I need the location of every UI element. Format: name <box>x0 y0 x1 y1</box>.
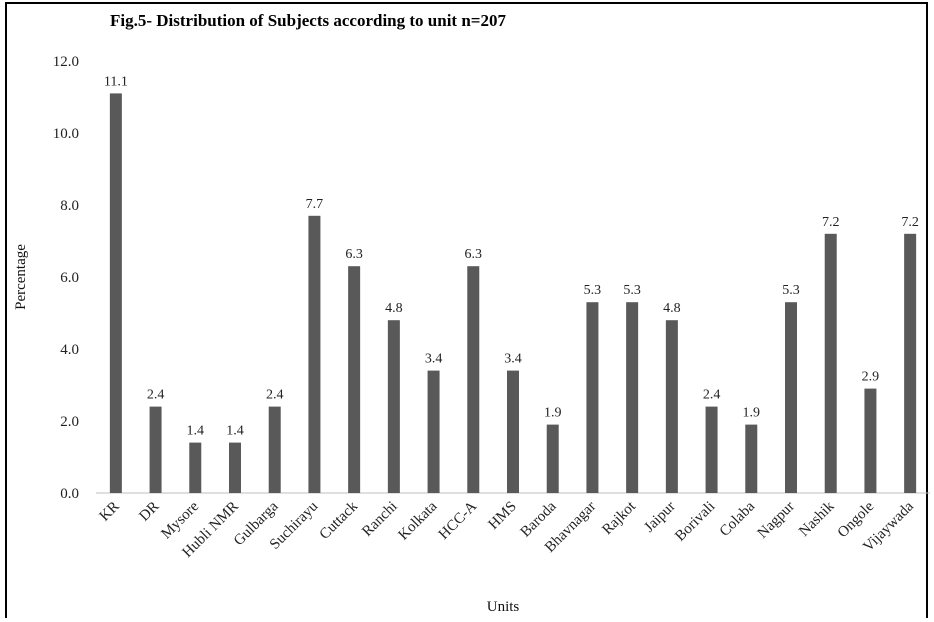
bar <box>546 424 559 493</box>
bar <box>229 442 241 493</box>
data-label: 2.9 <box>862 370 880 385</box>
bar <box>745 424 758 493</box>
bar <box>268 406 281 493</box>
data-label: 7.7 <box>306 197 324 212</box>
data-label: 4.8 <box>385 301 403 316</box>
data-labels-group: 11.1 2.4 1.4 1.4 2.4 7.7 6.3 4.8 3.4 6.3 3.4 1.9 5.3… <box>104 74 919 438</box>
data-label: 7.2 <box>901 215 919 230</box>
data-label: 1.4 <box>187 424 205 439</box>
bar <box>586 302 599 493</box>
category-label: Nagpur <box>755 499 798 542</box>
category-label: Nashik <box>796 498 838 540</box>
category-label: Colaba <box>717 498 759 540</box>
category-label: Jaipur <box>641 499 678 536</box>
chart-title: Fig.5- Distribution of Subjects accordin… <box>110 11 506 30</box>
data-label: 1.9 <box>544 406 562 421</box>
bar <box>904 233 917 494</box>
bar <box>626 302 639 493</box>
data-label: 3.4 <box>504 352 522 367</box>
y-tick-label: 12.0 <box>53 54 79 70</box>
bar <box>665 320 678 493</box>
y-tick-label: 8.0 <box>60 198 79 214</box>
bar <box>705 406 718 493</box>
data-label: 6.3 <box>345 247 363 262</box>
data-label: 1.9 <box>743 406 761 421</box>
data-label: 5.3 <box>782 283 800 298</box>
category-label: Borivali <box>672 499 718 545</box>
category-label: Ranchi <box>359 499 400 540</box>
y-axis-ticks: 0.0 2.0 4.0 6.0 8.0 10.0 12.0 <box>53 54 79 502</box>
bar <box>387 320 400 493</box>
data-label: 5.3 <box>623 283 641 298</box>
data-label: 2.4 <box>147 388 165 403</box>
bar <box>189 442 202 493</box>
category-label: Cuttack <box>317 498 362 543</box>
x-axis-title: Units <box>487 599 520 615</box>
bar <box>149 406 162 493</box>
bars-group <box>109 93 917 494</box>
y-axis-title: Percentage <box>13 244 29 310</box>
category-label: KR <box>97 499 123 525</box>
data-label: 2.4 <box>266 388 284 403</box>
data-label: 5.3 <box>584 283 602 298</box>
y-tick-label: 4.0 <box>60 342 79 358</box>
y-tick-label: 2.0 <box>60 414 79 430</box>
category-label: HCC-A <box>436 498 480 542</box>
data-label: 1.4 <box>226 424 244 439</box>
bar <box>308 215 321 494</box>
data-label: 4.8 <box>663 301 681 316</box>
data-label: 7.2 <box>822 215 840 230</box>
data-label: 6.3 <box>465 247 483 262</box>
bar <box>348 266 361 493</box>
y-tick-label: 6.0 <box>60 270 79 286</box>
chart-frame <box>5 2 928 618</box>
bar <box>427 370 440 493</box>
y-tick-label: 10.0 <box>53 126 79 142</box>
bar <box>864 388 877 493</box>
bar <box>467 266 480 493</box>
bar <box>507 370 519 493</box>
data-label: 2.4 <box>703 388 721 403</box>
bar <box>109 93 122 494</box>
bar <box>824 233 837 494</box>
y-tick-label: 0.0 <box>60 486 79 502</box>
data-label: 3.4 <box>425 352 443 367</box>
category-label: Kolkata <box>396 498 441 543</box>
category-label: DR <box>136 499 162 525</box>
bar <box>785 302 797 493</box>
data-label: 11.1 <box>104 74 128 89</box>
category-label: Rajkot <box>599 498 639 538</box>
category-label: HMS <box>486 499 520 533</box>
